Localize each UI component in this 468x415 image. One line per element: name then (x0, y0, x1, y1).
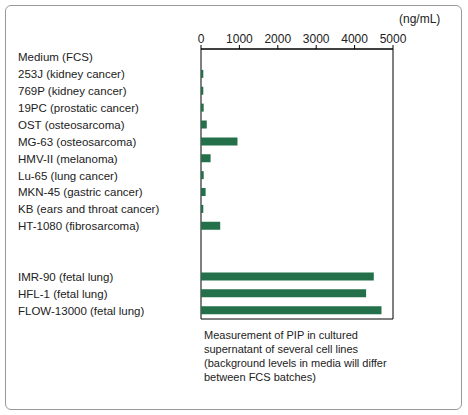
svg-text:OST (osteosarcoma): OST (osteosarcoma) (18, 119, 125, 131)
svg-text:IMR-90 (fetal lung): IMR-90 (fetal lung) (18, 271, 113, 283)
html-text:Measurement of PIP in cultured: Measurement of PIP in cultured supernata… (204, 329, 387, 383)
svg-text:Medium (FCS): Medium (FCS) (18, 51, 93, 63)
svg-text:FLOW-13000 (fetal lung): FLOW-13000 (fetal lung) (18, 305, 145, 317)
svg-text:0: 0 (198, 32, 205, 46)
svg-text:769P (kidney cancer): 769P (kidney cancer) (18, 85, 127, 97)
svg-text:19PC (prostatic cancer): 19PC (prostatic cancer) (18, 102, 139, 114)
svg-text:MKN-45 (gastric cancer): MKN-45 (gastric cancer) (18, 186, 143, 198)
svg-text:HFL-1 (fetal lung): HFL-1 (fetal lung) (18, 288, 108, 300)
svg-text:1000: 1000 (226, 32, 253, 46)
svg-text:2000: 2000 (264, 32, 291, 46)
svg-text:HMV-II (melanoma): HMV-II (melanoma) (18, 153, 118, 165)
svg-text:HT-1080 (fibrosarcoma): HT-1080 (fibrosarcoma) (18, 220, 140, 232)
html-text:(ng/mL): (ng/mL) (399, 12, 441, 26)
svg-text:KB (ears and throat cancer): KB (ears and throat cancer) (18, 203, 159, 215)
svg-text:253J (kidney cancer): 253J (kidney cancer) (18, 68, 125, 80)
svg-text:5000: 5000 (380, 32, 407, 46)
svg-text:4000: 4000 (341, 32, 368, 46)
svg-text:MG-63 (osteosarcoma): MG-63 (osteosarcoma) (18, 136, 136, 148)
svg-text:Lu-65 (lung cancer): Lu-65 (lung cancer) (18, 170, 118, 182)
svg-text:3000: 3000 (303, 32, 330, 46)
